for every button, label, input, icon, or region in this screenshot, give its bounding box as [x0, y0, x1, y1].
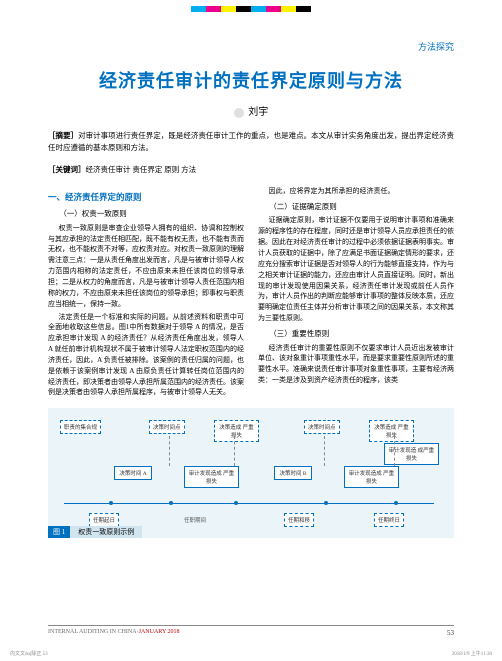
diagram-dot	[324, 501, 328, 505]
diagram-node: 任期终日	[374, 513, 404, 527]
diagram-node: 审计发现造成 严重损失	[344, 466, 399, 488]
diagram-dot	[169, 501, 173, 505]
diagram-node: 决策时间 B	[274, 466, 312, 480]
abstract-text: 对审计事项进行责任界定，既是经济责任审计工作的重点，也是难点。本文从审计实务角度…	[48, 131, 454, 152]
abstract-label: ［摘要］	[48, 131, 78, 140]
diagram-node: 决策时间 A	[114, 466, 152, 480]
subheading-1-3: （三）重要性原则	[258, 328, 454, 340]
paragraph: 因此，应将界定为其所承担的经济责任。	[258, 186, 454, 197]
diagram-node: 审计发现造成 严重损失	[184, 466, 239, 488]
footer-date: JANUARY 2018	[139, 629, 180, 635]
diagram-dot	[394, 501, 398, 505]
figure-number: 图 1	[48, 526, 70, 538]
diagram-dash	[324, 436, 325, 466]
diagram-dot	[234, 501, 238, 505]
diagram-node: 任期起日	[89, 513, 119, 527]
article-title: 经济责任审计的责任界定原则与方法	[48, 67, 454, 93]
diagram-dot	[109, 501, 113, 505]
paragraph: 证据确定原则，审计证据不仅要用于说明审计事项和准确来源的程序性的存在程度，同时还…	[258, 215, 454, 323]
keywords-text: 经济责任审计 责任界定 原则 方法	[86, 165, 197, 174]
page-number: 53	[447, 629, 454, 637]
page-footer: INTERNAL AUDITING IN CHINA·JANUARY 2018 …	[48, 625, 454, 637]
keywords: ［关键词］经济责任审计 责任界定 原则 方法	[48, 164, 454, 176]
diagram-node: 决策造成 严重损失	[214, 420, 259, 442]
diagram-dash	[169, 436, 170, 466]
print-mark-left: 内文文doj除正 53	[10, 650, 48, 657]
footer-journal: INTERNAL AUDITING IN CHINA·	[48, 629, 139, 635]
diagram-node: 决策造成 严重损失	[369, 420, 414, 442]
diagram-label: 任职期间	[184, 516, 206, 524]
diagram-node: 审计发现造 成严重损失	[384, 443, 439, 465]
diagram-node: 决策时间点	[149, 420, 185, 434]
paragraph: 法定责任是一个标准和实际的问题。从前述资料和职责中可全面地收取这些信息。图1中所…	[48, 312, 244, 399]
print-marks: 内文文doj除正 53 2018/1/9 上午11:30	[10, 650, 492, 657]
author-line: 刘宇	[48, 103, 454, 118]
figure-1: 职责的集合规 决策时间点 决策造成 严重损失 决策时间点 决策造成 严重损失 决…	[48, 408, 454, 538]
paragraph: 经济责任审计的重要性原则不仅要求审计人员近出发被审计单位、该对象重计事项重性水平…	[258, 343, 454, 386]
subheading-1-1: （一）权责一致原则	[48, 208, 244, 220]
diagram-dash	[234, 436, 235, 466]
category-label: 方法探究	[48, 40, 454, 53]
right-column: 因此，应将界定为其所承担的经济责任。 （二）证据确定原则 证据确定原则，审计证据…	[258, 186, 454, 400]
diagram-node: 决策时间点	[304, 420, 340, 434]
section-heading-1: 一、经济责任界定的原则	[48, 191, 244, 204]
diagram-axis	[64, 503, 434, 504]
author-icon	[234, 108, 244, 118]
paragraph: 权责一致原则是审查企业领导人拥有的组织、协调和控制权与其应承担的法定责任相匹配，…	[48, 223, 244, 310]
left-column: 一、经济责任界定的原则 （一）权责一致原则 权责一致原则是审查企业领导人拥有的组…	[48, 186, 244, 400]
subheading-1-2: （二）证据确定原则	[258, 201, 454, 213]
abstract: ［摘要］对审计事项进行责任界定，既是经济责任审计工作的重点，也是难点。本文从审计…	[48, 130, 454, 154]
diagram-node: 任期和移	[284, 513, 314, 527]
diagram-dash	[394, 436, 395, 466]
author-name: 刘宇	[248, 107, 268, 118]
figure-title: 权责一致原则示例	[70, 526, 142, 538]
diagram-node: 职责的集合规	[60, 420, 101, 434]
print-mark-right: 2018/1/9 上午11:30	[452, 650, 492, 657]
keywords-label: ［关键词］	[48, 165, 86, 174]
